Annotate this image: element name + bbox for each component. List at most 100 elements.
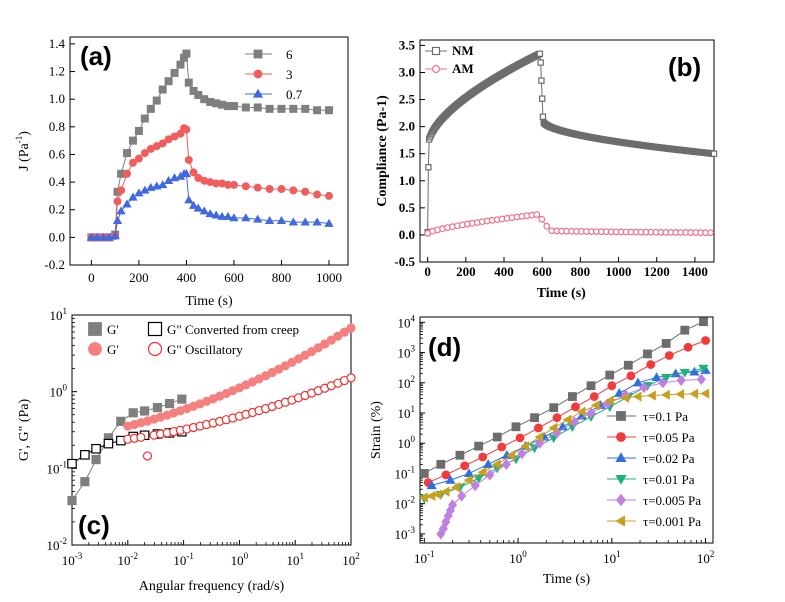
panel-d-series-1-point [441, 470, 451, 480]
panel-a-series-1-point [128, 158, 137, 167]
panel-c-series-1-point [80, 450, 90, 460]
panel-b-x-tick-label: 0 [424, 264, 431, 279]
panel-d-series-0-point [699, 317, 708, 327]
panel-b-x-axis-title: Time (s) [537, 286, 586, 301]
panel-a-series-0-point [146, 104, 155, 113]
panel-c-oscillatory-gdoubleprime-point [136, 432, 146, 442]
panel-d-series-2-line [431, 369, 706, 486]
panel-d-series-1-point [683, 342, 693, 352]
panel-d-series-4-point [485, 469, 495, 481]
panel-b-nm-point [536, 50, 544, 57]
panel-d-series-0-point [419, 469, 429, 478]
panel-a-series-0-point [189, 86, 198, 95]
panel-d-series-5-point [590, 400, 600, 411]
panel-b-nm-point [538, 95, 546, 102]
panel-a-series-2-point [110, 231, 120, 240]
panel-d-series-0-point [436, 459, 446, 469]
panel-d-legend-label-2: τ=0.02 Pa [643, 451, 695, 466]
panel-a-series-2-point [128, 192, 138, 201]
panel-a-series-2-point [217, 211, 227, 220]
panel-a-series-0-point [176, 60, 185, 69]
panel-d-series-1-point [497, 442, 507, 452]
panel-a-series-1-point [182, 125, 191, 134]
panel-d-series-5-point [506, 450, 516, 461]
panel-d-y-tick-label: 103 [398, 344, 416, 361]
panel-c-legend-label-1: G" Converted from creep [167, 322, 299, 337]
panel-d-series-0-line [424, 321, 704, 474]
panel-d-series-5-point [534, 431, 544, 443]
panel-a-series-2-point [205, 209, 215, 218]
panel-a-series-2-point [264, 216, 275, 225]
panel-d-series-5-point [548, 422, 558, 434]
panel-a-series-1-point [113, 197, 122, 206]
panel-d-series-0-point [549, 403, 559, 413]
panel-d-series-4-point [658, 377, 668, 389]
panel-b-y-tick-label: 1.5 [399, 146, 416, 161]
panel-d-series-0-point [474, 441, 484, 451]
panel-d-x-tick-label: 101 [603, 549, 621, 566]
panel-a-legend-marker-2 [252, 88, 264, 98]
panel-a-series-1-point [241, 182, 250, 191]
panel-d-series-1-point [607, 381, 617, 391]
panel-d-y-tick-label: 102 [398, 374, 416, 391]
panel-c-oscillatory-gprime-point [326, 335, 336, 345]
panel-c-series-0-point [67, 495, 77, 506]
panel-b-x-tick-label: 400 [494, 264, 514, 279]
panel-d-series-2-point [463, 468, 475, 478]
panel-d-y-tick-label: 100 [398, 434, 416, 451]
panel-d-series-2-point [483, 459, 494, 468]
panel-a-series-1-point [289, 186, 298, 195]
panel-a-series-0-point [123, 149, 132, 158]
panel-d-series-1-point [515, 433, 525, 443]
panel-a-series-0-point [253, 103, 262, 112]
panel-c-series-1-point [103, 438, 114, 449]
panel-a-series-2-point [92, 232, 102, 241]
panel-a-series-2-point [276, 216, 287, 225]
panel-b-y-tick-label: 3.0 [399, 64, 415, 79]
panel-b-y-axis-title: Compliance (Pa-1) [375, 95, 390, 207]
panel-a-plot-frame [69, 36, 349, 266]
panel-c-x-axis-title: Angular frequency (rad/s) [139, 579, 285, 594]
panel-b-legend-marker-1 [431, 64, 441, 74]
panel-a-series-1-point [324, 191, 333, 200]
panel-d-series-0-point [605, 370, 615, 380]
panel-a-series-0-point [301, 104, 310, 113]
panel-a-series-1-point [176, 129, 185, 138]
panel-b-nm-point [425, 164, 432, 171]
panel-d-series-1-point [626, 371, 636, 381]
panel-a-x-tick-label: 800 [272, 270, 292, 285]
panel-d-series-1-point [571, 402, 580, 412]
panel-d-series-4-point [448, 499, 458, 511]
panel-c-legend-label-0: G' [107, 322, 119, 337]
panel-d-series-3-point [698, 364, 709, 374]
panel-d-legend-label-4: τ=0.005 Pa [643, 493, 701, 508]
panel-a-y-tick-label: 0.0 [49, 229, 65, 244]
panel-a-series-2-point [122, 199, 132, 208]
panel-b-nm-point [538, 77, 545, 84]
panel-a-y-tick-label: 1.4 [49, 36, 66, 51]
panel-a-series-2-point [211, 210, 221, 219]
panel-b-am-point [707, 229, 714, 237]
panel-d-legend-marker-0 [616, 411, 626, 421]
panel-d-series-2-point [632, 377, 644, 387]
panel-a-series-0-point [313, 106, 322, 115]
panel-d-series-4-point [639, 381, 649, 394]
panel-d-series-5-point [477, 467, 487, 478]
panel-a-series-2-point [241, 213, 251, 222]
panel-c-oscillatory-gprime-point [346, 323, 356, 333]
panel-a-x-tick-label: 200 [129, 270, 149, 285]
panel-d-x-axis-title: Time (s) [543, 572, 591, 587]
panel-b-legend-marker-0 [431, 46, 441, 56]
panel-a-legend-label-0: 6 [286, 47, 293, 62]
panel-a-series-2-point [300, 217, 310, 226]
panel-d-x-tick-label: 10-1 [414, 549, 435, 566]
panel-b-compliance-time: 0 200 400 600 800 1000 1200 1400 -0.5 0.0 0.5 1.0 1.… [375, 37, 718, 301]
panel-c-series-1-point [67, 458, 77, 469]
panel-d-legend-label-3: τ=0.01 Pa [643, 472, 695, 487]
panel-b-am-point [543, 222, 551, 230]
panel-a-label: (a) [80, 41, 112, 71]
panel-c-legend-marker-3 [147, 341, 163, 357]
panel-d-series-5-point [426, 490, 436, 502]
panel-a-series-0-point [164, 77, 173, 86]
